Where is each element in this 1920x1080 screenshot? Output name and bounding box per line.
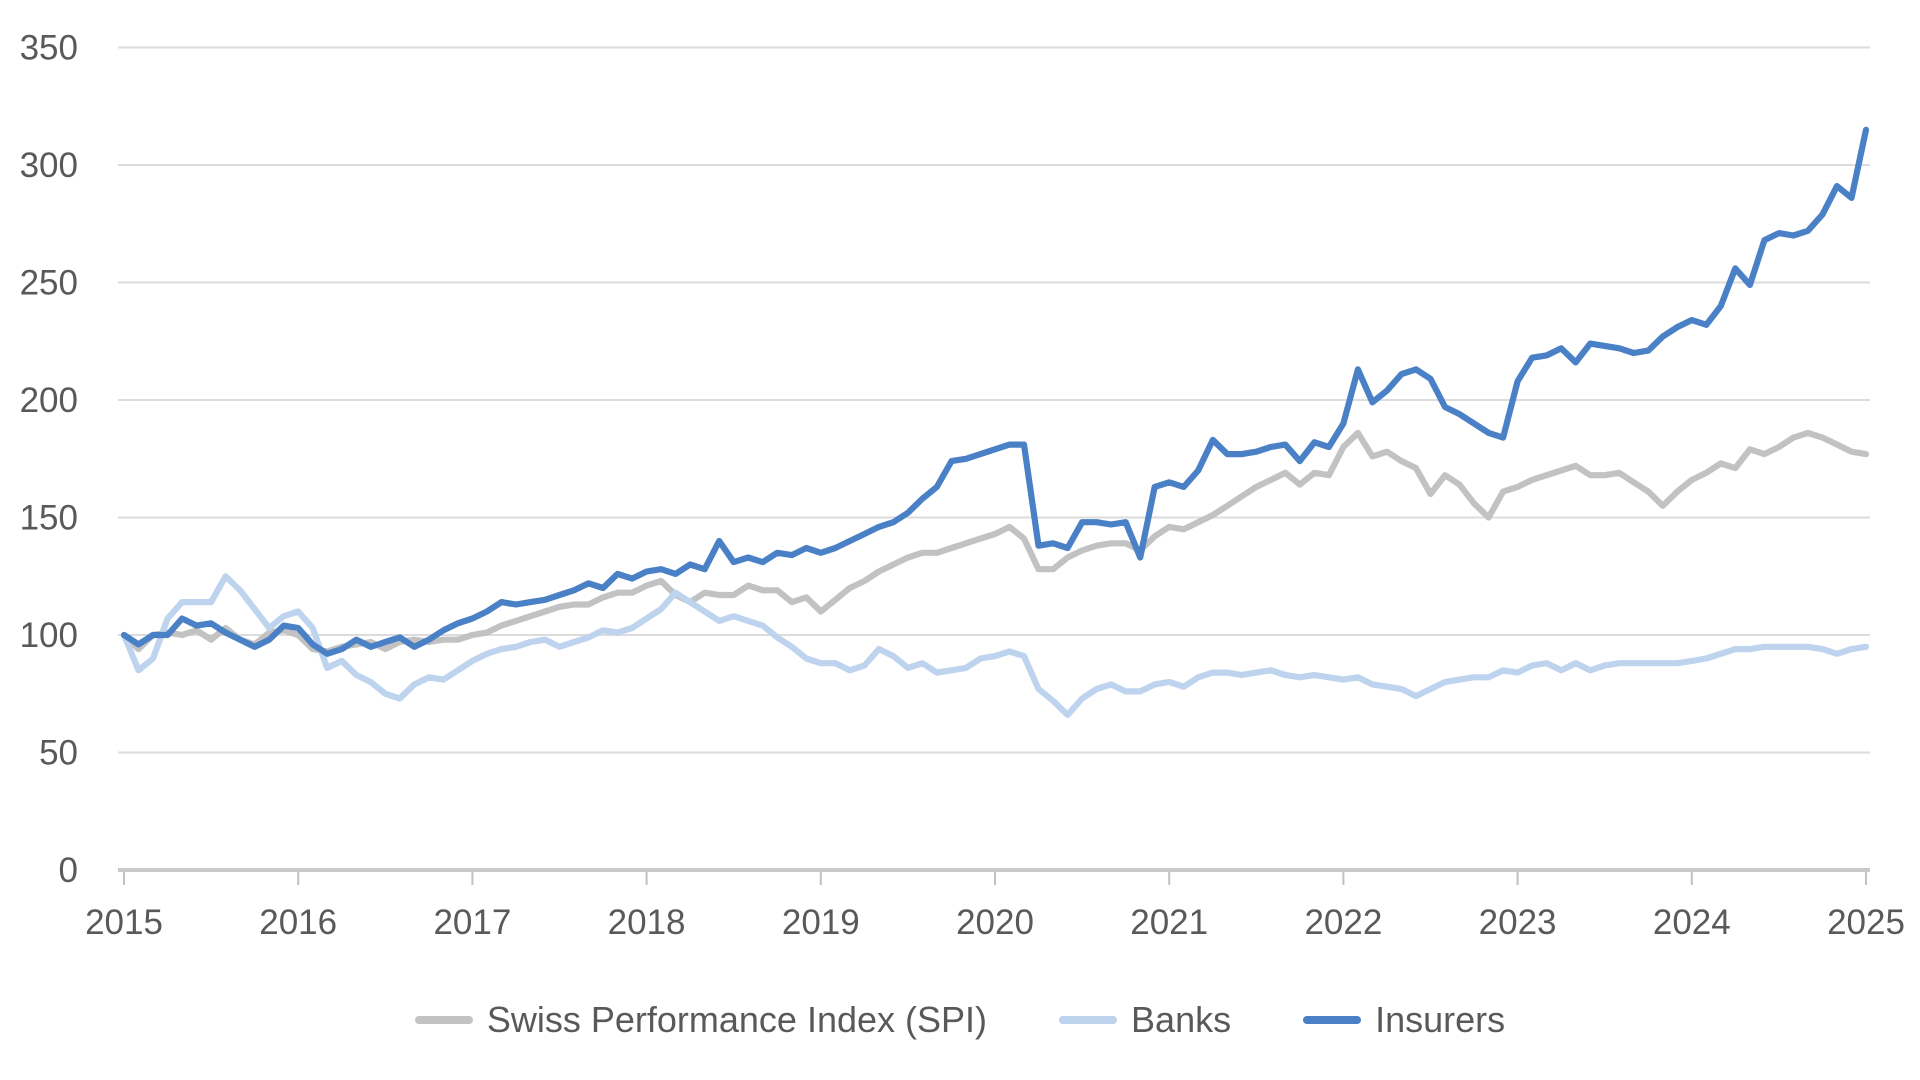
x-axis-label: 2019 — [782, 903, 860, 942]
x-axis-label: 2017 — [433, 903, 511, 942]
series-line-insurers — [120, 126, 1870, 657]
legend-item-insurers: Insurers — [1303, 1002, 1505, 1038]
y-axis-label: 350 — [20, 29, 78, 68]
x-axis-label: 2020 — [956, 903, 1034, 942]
gridlines-group — [118, 46, 1870, 872]
chart-legend: Swiss Performance Index (SPI) Banks Insure… — [0, 1002, 1920, 1038]
y-axis-label: 300 — [20, 146, 78, 185]
legend-label: Banks — [1131, 999, 1232, 1040]
x-axis-label: 2024 — [1653, 903, 1731, 942]
legend-swatch — [1059, 1016, 1118, 1024]
y-axis-label: 50 — [39, 734, 78, 773]
legend-item-swiss-performance-index-spi: Swiss Performance Index (SPI) — [414, 999, 988, 1040]
y-axis-label: 250 — [20, 264, 78, 303]
x-axis-label: 2022 — [1304, 903, 1382, 942]
legend-label: Swiss Performance Index (SPI) — [486, 999, 988, 1040]
y-axis-label: 100 — [20, 616, 78, 655]
series-line-swiss-performance-index-spi — [120, 429, 1870, 655]
y-axis-label: 150 — [20, 499, 78, 538]
x-axis-label: 2016 — [259, 903, 337, 942]
x-axis-labels: 2015 2016 2017 2018 2019 2020 2021 2022 2023 2024… — [85, 903, 1905, 942]
y-axis-label: 200 — [20, 381, 78, 420]
y-axis-label: 0 — [59, 851, 78, 890]
series-line-banks — [120, 573, 1870, 719]
x-axis-label: 2025 — [1827, 903, 1905, 942]
y-axis-labels: 0 50 100 150 200 250 300 350 — [20, 29, 78, 891]
legend-swatch — [1303, 1016, 1362, 1024]
x-axis-label: 2021 — [1130, 903, 1208, 942]
legend-swatch — [414, 1016, 473, 1024]
legend-label: Insurers — [1375, 999, 1506, 1040]
x-axis-label: 2015 — [85, 903, 163, 942]
x-axis-ticks — [123, 872, 1867, 885]
x-axis-label: 2023 — [1479, 903, 1557, 942]
legend-item-banks: Banks — [1059, 1002, 1231, 1038]
x-axis-label: 2018 — [608, 903, 686, 942]
